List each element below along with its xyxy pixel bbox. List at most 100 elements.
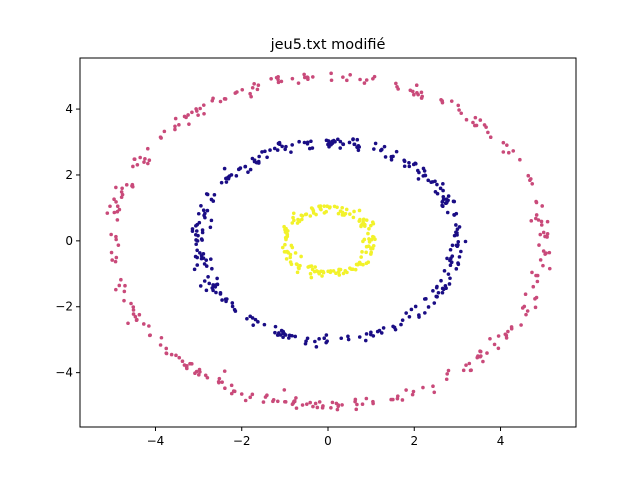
scatter-point — [526, 173, 531, 178]
scatter-point — [289, 150, 293, 154]
scatter-point — [357, 335, 362, 339]
scatter-point — [198, 251, 202, 255]
scatter-point — [535, 279, 540, 284]
scatter-point — [198, 370, 202, 374]
scatter-point — [325, 204, 330, 209]
scatter-point — [373, 141, 378, 146]
x-tick-label: −2 — [233, 434, 251, 448]
scatter-point — [410, 392, 415, 397]
scatter-point — [204, 258, 209, 262]
scatter-point — [340, 210, 345, 215]
scatter-point — [345, 78, 349, 83]
scatter-point — [276, 80, 281, 85]
scatter-point — [341, 271, 346, 276]
scatter-point — [456, 240, 461, 244]
scatter-point — [115, 204, 120, 209]
scatter-point — [129, 301, 133, 306]
scatter-point — [232, 389, 237, 394]
scatter-point — [187, 122, 191, 126]
scatter-point — [293, 334, 298, 339]
scatter-point — [273, 330, 277, 335]
scatter-point — [419, 90, 424, 95]
scatter-point — [295, 270, 300, 275]
y-tick-label: −4 — [55, 366, 73, 380]
scatter-point — [297, 139, 301, 144]
scatter-point — [173, 127, 177, 132]
scatter-point — [288, 255, 293, 260]
scatter-point — [272, 146, 277, 151]
scatter-point — [438, 186, 443, 191]
scatter-point — [463, 239, 468, 244]
scatter-point — [358, 262, 363, 266]
scatter-point — [133, 314, 138, 319]
scatter-point — [282, 250, 287, 254]
scatter-point — [112, 197, 116, 202]
scatter-point — [314, 212, 318, 217]
scatter-point — [336, 211, 341, 216]
scatter-point — [280, 144, 284, 149]
scatter-point — [317, 337, 321, 341]
scatter-point — [203, 211, 207, 216]
scatter-point — [202, 262, 207, 266]
scatter-point — [196, 113, 200, 117]
scatter-point — [496, 334, 501, 338]
scatter-point — [539, 219, 544, 224]
scatter-point — [345, 270, 349, 275]
scatter-point — [445, 210, 450, 215]
scatter-point — [371, 401, 375, 406]
scatter-point — [407, 315, 412, 319]
scatter-point — [509, 326, 514, 331]
scatter-point — [543, 234, 547, 239]
scatter-point — [492, 342, 497, 347]
x-axis-ticks: −4 −2 0 2 4 — [147, 427, 504, 448]
scatter-point — [314, 345, 319, 349]
scatter-point — [199, 237, 204, 241]
scatter-point — [218, 99, 223, 104]
scatter-point — [342, 213, 346, 217]
scatter-point — [372, 147, 376, 151]
scatter-point — [248, 167, 253, 172]
scatter-point — [291, 211, 296, 216]
scatter-point — [201, 252, 206, 256]
scatter-point — [448, 276, 452, 281]
scatter-point — [137, 312, 142, 317]
scatter-point — [371, 243, 376, 248]
scatter-point — [441, 188, 445, 193]
scatter-point — [501, 150, 506, 154]
scatter-point — [464, 363, 468, 367]
scatter-point — [235, 90, 239, 94]
scatter-point — [224, 176, 228, 181]
scatter-point — [114, 255, 119, 260]
scatter-point — [441, 182, 445, 186]
scatter-point — [457, 108, 461, 112]
scatter-point — [520, 306, 525, 310]
scatter-point — [329, 78, 334, 83]
scatter-point — [367, 227, 371, 231]
scatter-point — [324, 209, 328, 214]
scatter-point — [467, 361, 472, 366]
scatter-point — [411, 389, 416, 394]
series-2 — [280, 204, 377, 280]
scatter-point — [250, 85, 255, 90]
x-tick-label: 0 — [324, 434, 332, 448]
scatter-point — [202, 279, 207, 283]
scatter-point — [190, 229, 195, 233]
scatter-point — [282, 388, 287, 392]
scatter-point — [215, 282, 220, 287]
scatter-point — [202, 111, 206, 116]
scatter-point — [486, 130, 490, 135]
scatter-point — [348, 212, 352, 216]
scatter-point — [389, 397, 393, 402]
scatter-point — [147, 333, 152, 338]
scatter-point — [440, 100, 445, 105]
scatter-point — [434, 285, 439, 290]
scatter-point — [456, 261, 460, 265]
scatter-point — [310, 267, 315, 272]
scatter-point — [214, 290, 218, 295]
scatter-point — [143, 157, 147, 161]
scatter-point — [413, 304, 418, 309]
scatter-point — [146, 161, 150, 166]
scatter-point — [209, 257, 213, 261]
scatter-point — [371, 234, 375, 239]
scatter-point — [449, 260, 454, 265]
